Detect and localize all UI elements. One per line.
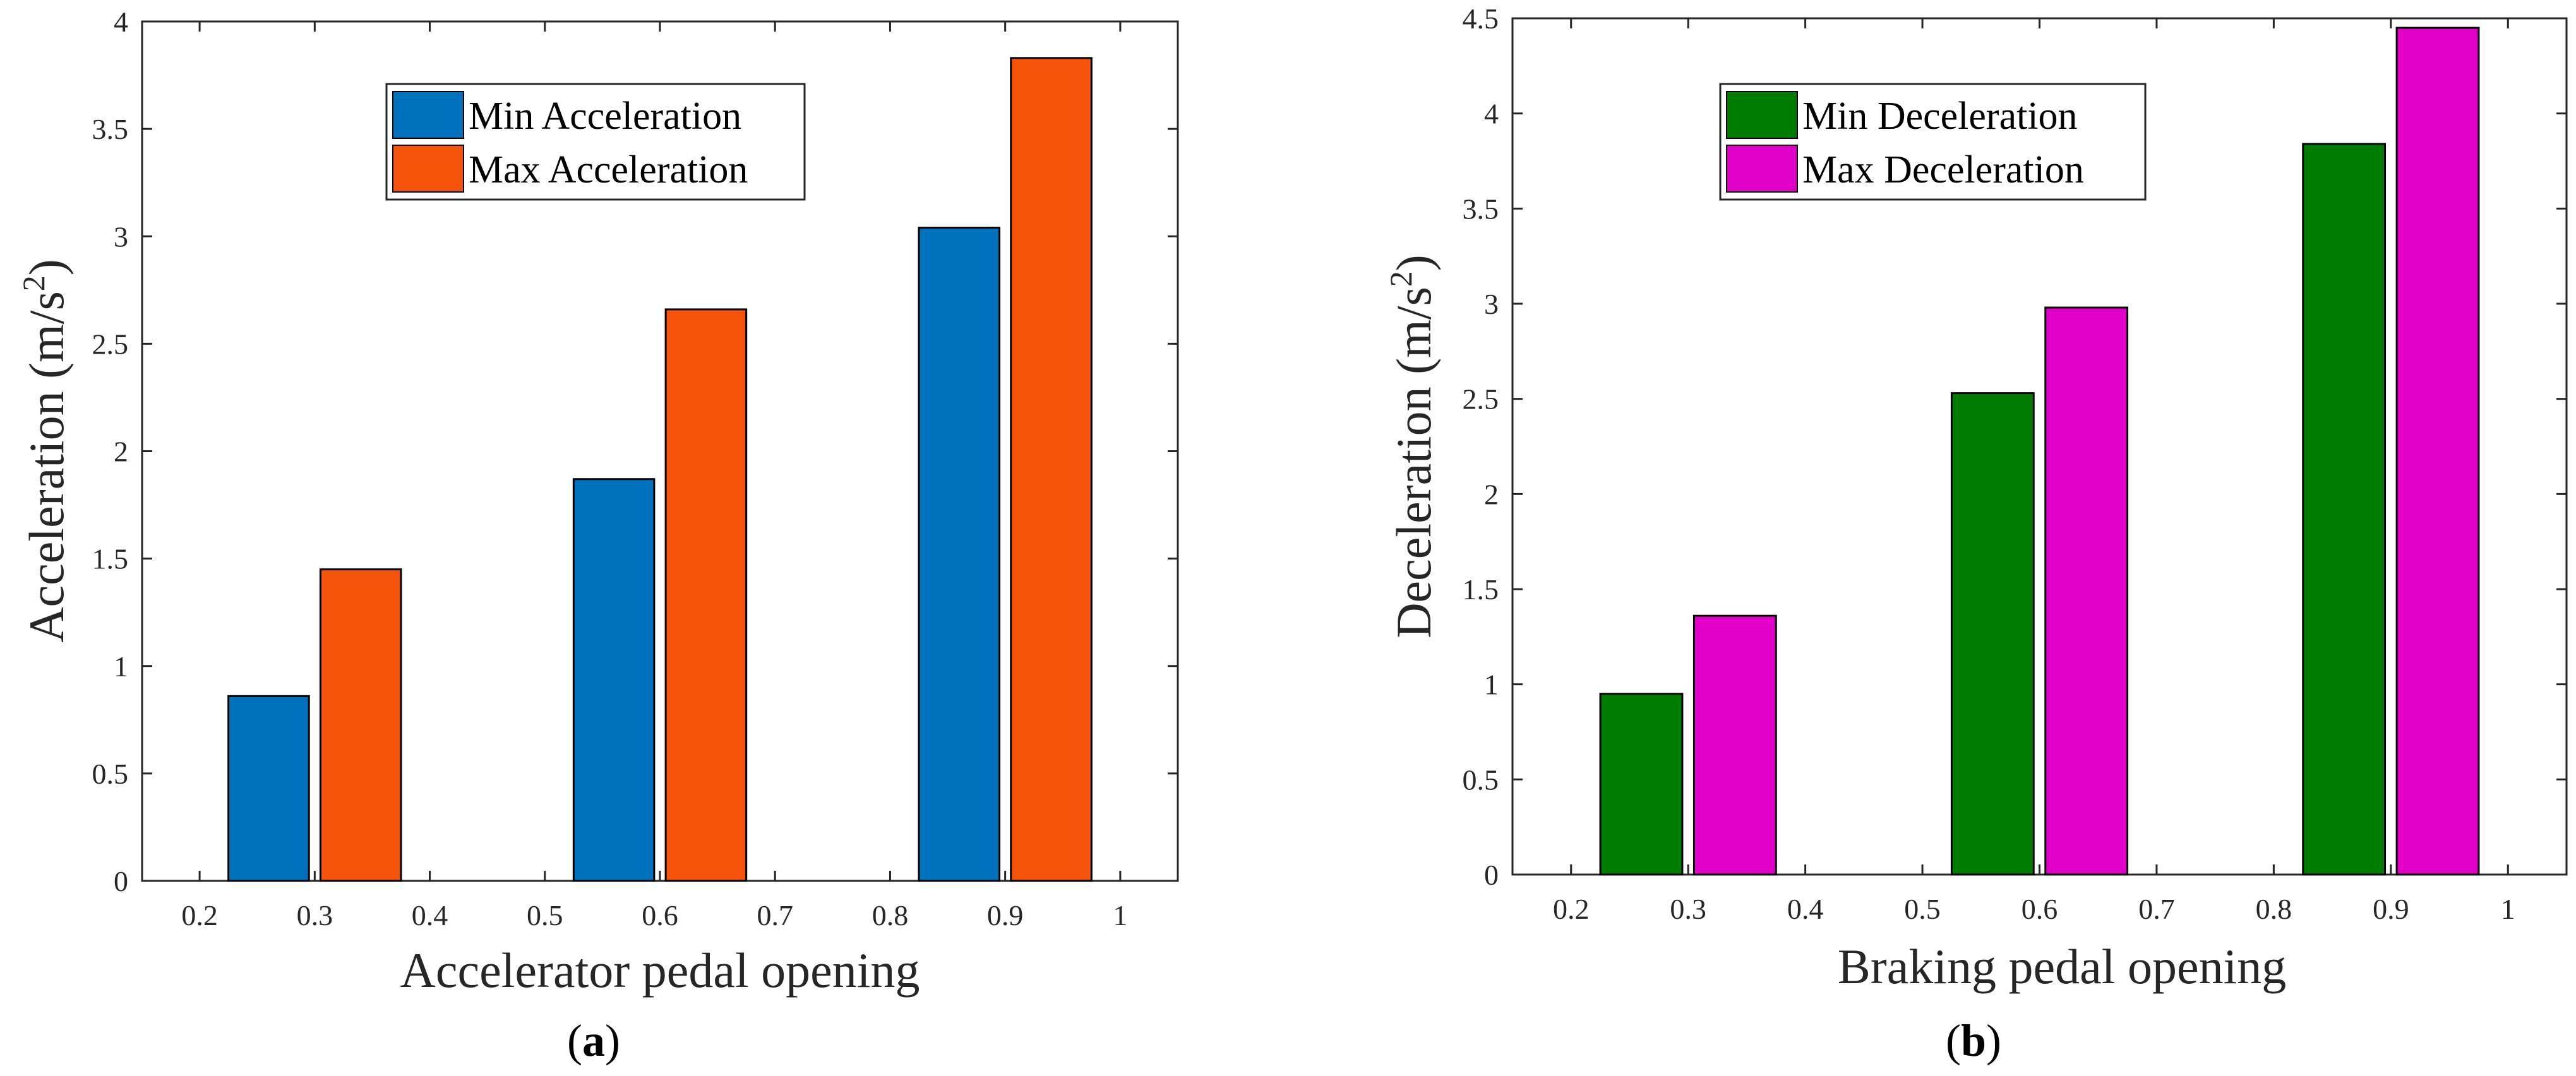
y-axis-label-close: ): [19, 259, 74, 275]
x-tick-label: 1: [2501, 893, 2515, 925]
bar-max-acceleration-3: [1010, 57, 1093, 882]
x-tick-label: 0.5: [527, 899, 563, 931]
x-tick-label: 0.5: [1904, 893, 1941, 925]
y-tick-label: 2: [114, 436, 128, 468]
x-axis-label: Accelerator pedal opening: [400, 943, 920, 998]
y-tick-label: 0.5: [1463, 763, 1499, 796]
bar-min-deceleration-1: [1599, 693, 1684, 876]
x-axis-ticks: 0.2 0.3 0.4 0.5 0.6 0.7 0.8 0.9 1: [181, 21, 1127, 931]
legend-swatch-min: [392, 91, 464, 139]
legend-label-max: Max Acceleration: [469, 148, 748, 191]
y-axis-ticks: 0 0.5 1 1.5 2 2.5 3 3.5 4: [92, 6, 1178, 897]
legend: Min Deceleration Max Deceleration: [1719, 83, 2147, 201]
bars: [227, 57, 1093, 882]
x-tick-label: 0.8: [2256, 893, 2292, 925]
bar-min-acceleration-3: [918, 227, 1001, 882]
x-tick-label: 0.7: [757, 899, 793, 931]
x-axis-label: Braking pedal opening: [1838, 939, 2287, 994]
panel-caption: (a): [567, 1015, 620, 1066]
bar-max-acceleration-1: [319, 568, 402, 882]
x-axis-ticks: 0.2 0.3 0.4 0.5 0.6 0.7 0.8 0.9 1: [1553, 18, 2515, 925]
x-tick-label: 0.3: [1670, 893, 1706, 925]
y-tick-label: 3.5: [1463, 193, 1499, 225]
x-tick-label: 0.7: [2138, 893, 2175, 925]
x-tick-label: 0.3: [297, 899, 333, 931]
y-axis-label-superscript: 2: [1383, 271, 1418, 287]
x-tick-label: 0.4: [1787, 893, 1824, 925]
x-tick-label: 0.9: [2373, 893, 2409, 925]
bar-min-acceleration-2: [572, 478, 656, 882]
chart-panel-a: 00.511.522.533.54 0.2 0.3 0.4 0.5 0.6 0.7 0.8 0…: [16, 6, 1179, 1066]
y-tick-label: 2: [1484, 478, 1499, 510]
y-axis-label-base: Acceleration (m/s: [19, 291, 74, 643]
legend-label-max: Max Deceleration: [1802, 148, 2084, 191]
bar-min-deceleration-2: [1950, 392, 2035, 876]
y-axis-label: Acceleration (m/s2): [16, 259, 74, 643]
bar-max-deceleration-2: [2044, 306, 2129, 876]
y-tick-label: 3: [1484, 288, 1499, 320]
y-tick-label: 1: [1484, 669, 1499, 701]
y-tick-label: 0.5: [92, 758, 129, 790]
bar-min-deceleration-3: [2302, 143, 2387, 876]
x-tick-label: 0.6: [642, 899, 678, 931]
legend-swatch-min: [1726, 91, 1798, 139]
y-axis-label-base: Deceleration (m/s: [1386, 287, 1441, 638]
y-axis-ticks: 0 0.5 1 1.5 2 2.5 3 3.5 4 4.5: [1463, 3, 2567, 891]
bar-min-acceleration-1: [227, 695, 310, 882]
y-axis-label-close: ): [1386, 254, 1441, 271]
y-tick-label: 2.5: [92, 328, 129, 360]
bar-max-deceleration-1: [1692, 614, 1777, 876]
y-tick-label: 4: [114, 6, 128, 38]
x-tick-label: 0.8: [872, 899, 909, 931]
x-tick-label: 1: [1113, 899, 1127, 931]
x-tick-label: 0.6: [2022, 893, 2058, 925]
legend-label-min: Min Deceleration: [1802, 95, 2078, 138]
chart-panel-b: 00.511.522.533.544.5 0.2 0.3 0.4 0.5 0.6 0.7 0…: [1383, 3, 2568, 1066]
x-tick-label: 0.2: [1553, 893, 1590, 925]
x-tick-label: 0.4: [412, 899, 448, 931]
bar-max-acceleration-2: [664, 308, 748, 882]
legend-label-min: Min Acceleration: [469, 95, 741, 138]
legend: Min Acceleration Max Acceleration: [385, 83, 806, 201]
panel-caption-letter: b: [1961, 1015, 1986, 1066]
y-tick-label: 2.5: [1463, 383, 1499, 415]
legend-swatch-max: [1726, 145, 1798, 193]
panel-caption: (b): [1946, 1015, 2001, 1066]
y-tick-label: 1.5: [1463, 573, 1499, 606]
y-tick-label: 0: [114, 865, 128, 897]
y-tick-label: 4: [1484, 98, 1499, 130]
x-tick-label: 0.2: [181, 899, 218, 931]
y-axis-label-superscript: 2: [16, 275, 51, 291]
bar-max-deceleration-3: [2395, 27, 2480, 876]
y-tick-label: 0: [1484, 859, 1499, 891]
legend-swatch-max: [392, 145, 464, 193]
panel-caption-letter: a: [582, 1015, 605, 1066]
x-tick-label: 0.9: [987, 899, 1024, 931]
y-axis-label: Deceleration (m/s2): [1383, 254, 1441, 638]
y-tick-label: 4.5: [1463, 3, 1499, 35]
y-tick-label: 1.5: [92, 543, 129, 575]
y-tick-label: 3.5: [92, 113, 129, 145]
y-tick-label: 3: [114, 220, 128, 253]
bars: [1599, 27, 2480, 876]
y-tick-label: 1: [114, 650, 128, 683]
